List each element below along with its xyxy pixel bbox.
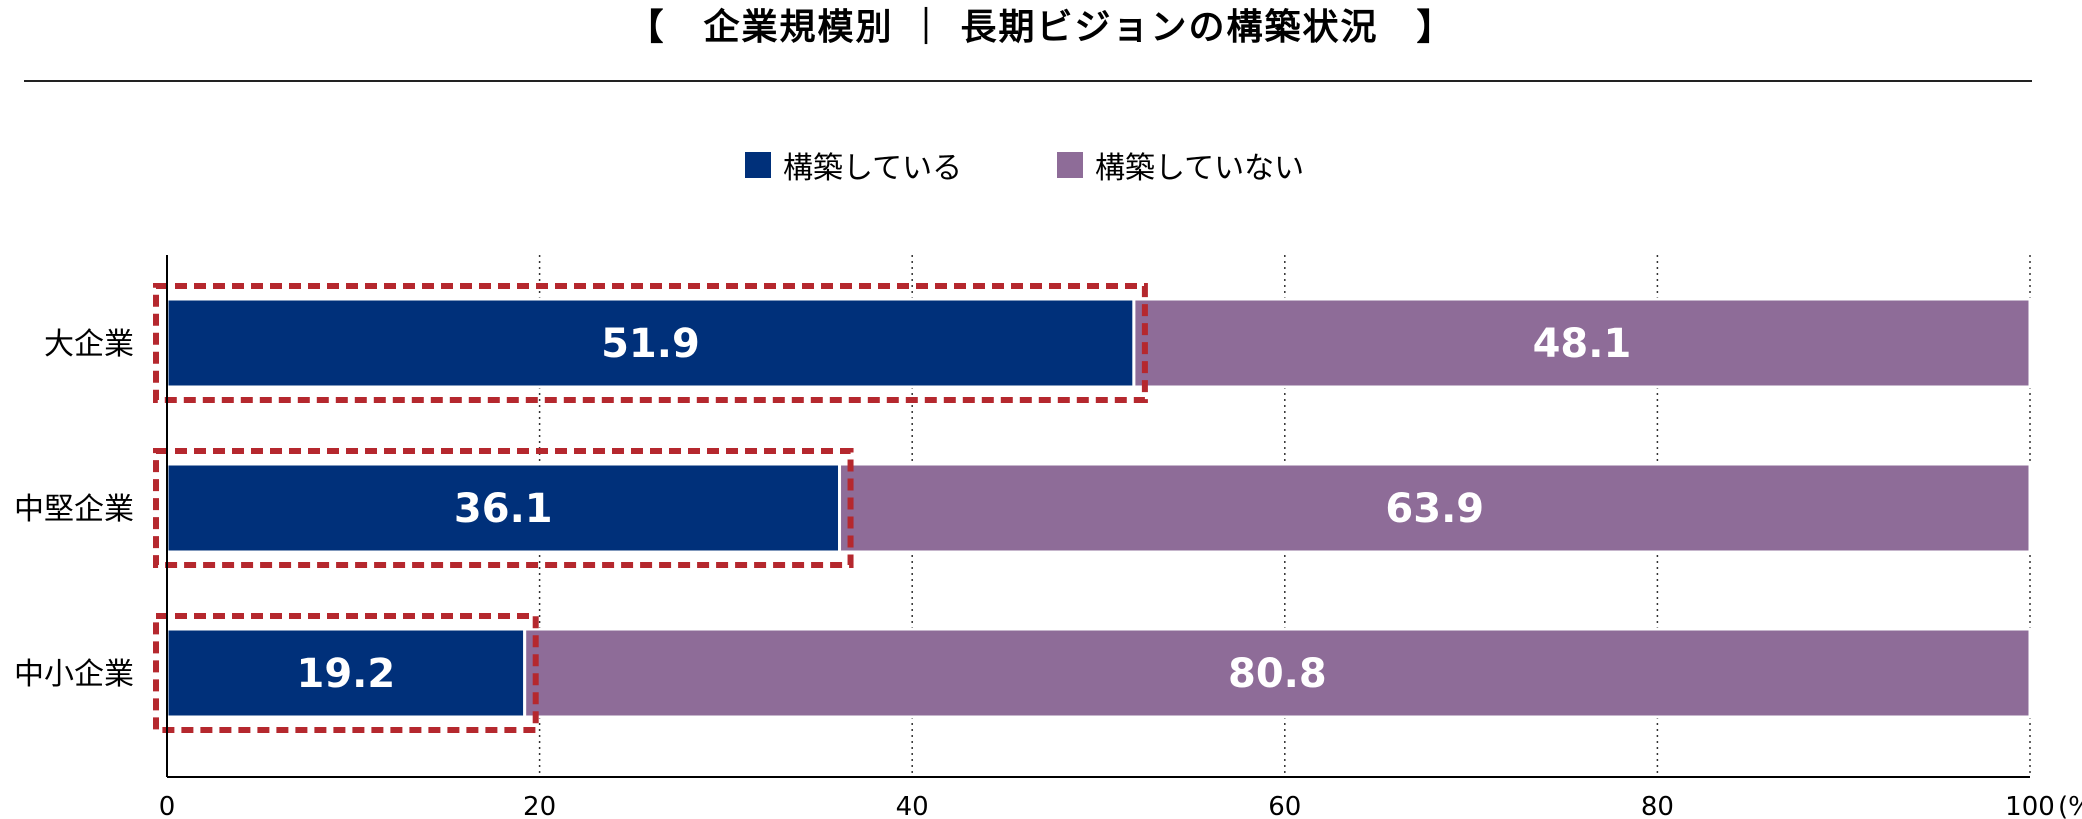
category-label: 中堅企業 xyxy=(14,492,134,527)
x-unit-label: (%) xyxy=(2058,792,2082,819)
title-divider xyxy=(24,80,2032,82)
x-tick-label: 80 xyxy=(1641,792,1674,819)
x-tick-label: 0 xyxy=(159,792,176,819)
bar-1-series-1 xyxy=(838,462,2032,554)
bar-value-label: 80.8 xyxy=(1228,651,1327,697)
chart-title: 【 企業規模別 ｜ 長期ビジョンの構築状況 】 xyxy=(627,7,1455,48)
legend-label-not-built: 構築していない xyxy=(1095,151,1305,186)
category-label: 大企業 xyxy=(44,327,134,362)
bar-value-label: 36.1 xyxy=(454,486,553,532)
bar-value-label: 19.2 xyxy=(296,651,395,697)
bar-value-label: 48.1 xyxy=(1533,321,1632,367)
legend-item-not-built: 構築していない xyxy=(1057,140,1304,190)
legend-item-built: 構築している xyxy=(745,140,962,190)
legend-label-built: 構築している xyxy=(783,151,963,186)
category-label: 中小企業 xyxy=(14,657,134,692)
x-tick-label: 60 xyxy=(1268,792,1301,819)
bar-0-series-1 xyxy=(1132,297,2032,389)
bar-0-series-0 xyxy=(165,297,1136,389)
x-tick-label: 100 xyxy=(2005,792,2055,819)
bar-2-series-1 xyxy=(523,627,2032,719)
legend: 構築している 構築していない xyxy=(0,140,2082,190)
legend-swatch-built xyxy=(745,152,771,178)
bar-value-label: 63.9 xyxy=(1385,486,1484,532)
x-tick-label: 40 xyxy=(896,792,929,819)
bar-2-series-0 xyxy=(165,627,527,719)
legend-swatch-not-built xyxy=(1057,152,1083,178)
highlight-box-0 xyxy=(153,283,1148,403)
x-tick-label: 20 xyxy=(523,792,556,819)
bar-value-label: 51.9 xyxy=(601,321,700,367)
highlight-box-1 xyxy=(153,448,854,568)
